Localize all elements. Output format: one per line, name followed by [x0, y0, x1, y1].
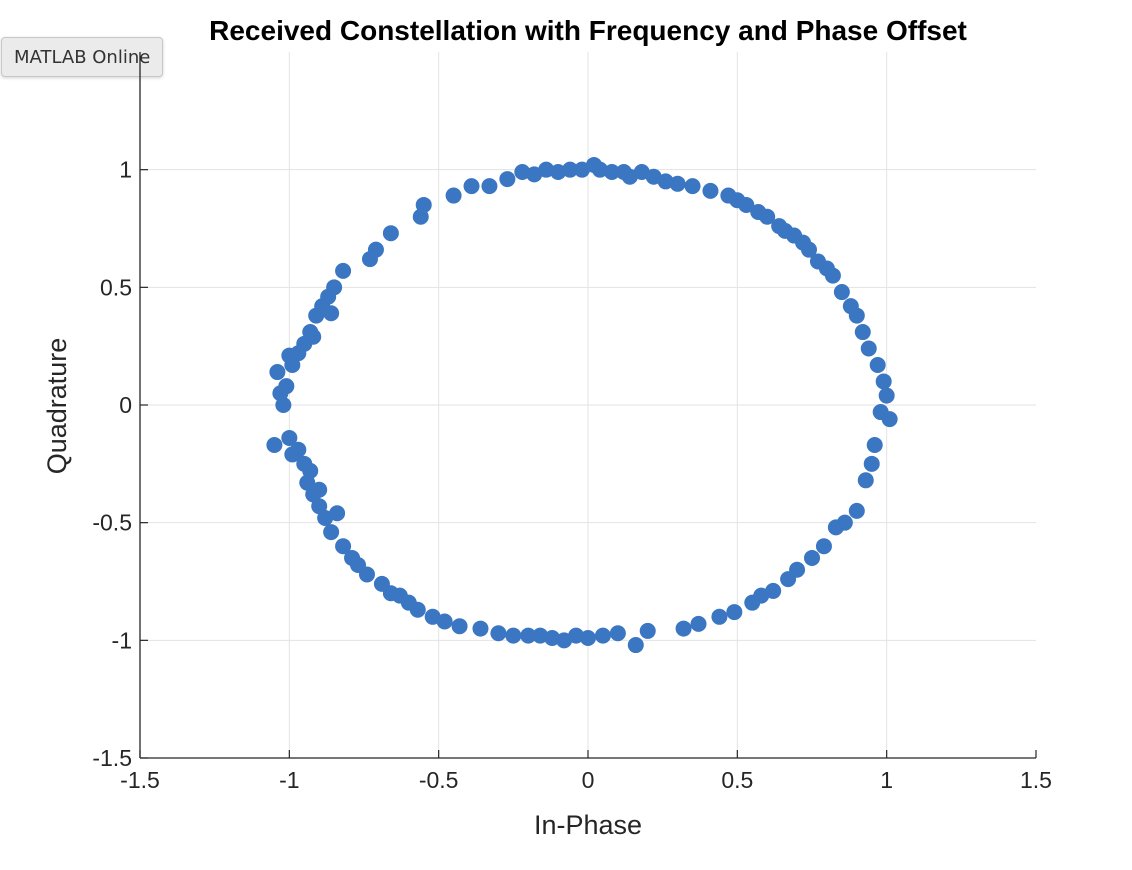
scatter-point: [639, 622, 656, 639]
scatter-point: [481, 178, 498, 195]
scatter-point: [532, 627, 549, 644]
scatter-point: [720, 187, 737, 204]
scatter-point: [302, 462, 319, 479]
scatter-point: [335, 262, 352, 279]
x-tick-label: 0.5: [721, 767, 753, 793]
scatter-point: [881, 411, 898, 428]
scatter-point: [556, 632, 573, 649]
scatter-point: [684, 178, 701, 195]
scatter-point: [281, 347, 298, 364]
scatter-point: [463, 178, 480, 195]
scatter-point: [809, 253, 826, 270]
y-tick-label: -0.5: [92, 510, 132, 536]
scatter-point: [580, 629, 596, 646]
scatter-point: [514, 164, 531, 181]
x-tick-label: -1.5: [120, 767, 160, 793]
scatter-point: [866, 437, 883, 454]
scatter-point: [878, 387, 895, 404]
scatter-point: [860, 340, 877, 357]
scatter-point: [382, 225, 399, 242]
scatter-point: [323, 524, 340, 541]
scatter-point: [875, 373, 892, 390]
scatter-point: [344, 549, 361, 566]
scatter-point: [526, 166, 543, 183]
scatter-point: [266, 437, 283, 454]
scatter-point: [780, 571, 797, 588]
x-tick-labels: -1.5 -1 -0.5 0 0.5 1 1.5: [120, 767, 1052, 793]
scatter-point: [615, 164, 632, 181]
scatter-point: [609, 625, 626, 642]
scatter-point: [627, 637, 644, 654]
scatter-point: [863, 455, 880, 472]
scatter-point: [284, 446, 301, 463]
scatter-point: [574, 161, 591, 178]
scatter-point: [827, 519, 844, 536]
y-tick-labels: -1.5 -1 -0.5 0 0.5 1: [92, 157, 132, 771]
x-axis-label: In-Phase: [534, 810, 642, 840]
scatter-point: [272, 385, 289, 402]
scatter-point: [335, 538, 352, 555]
scatter-point: [544, 629, 561, 646]
x-tick-label: 0: [582, 767, 595, 793]
scatter-point: [499, 171, 516, 188]
scatter-point: [451, 618, 468, 635]
y-tick-label: -1.5: [92, 745, 132, 771]
chart-title: Received Constellation with Frequency an…: [209, 15, 967, 46]
scatter-point: [412, 208, 429, 225]
scatter-point: [594, 627, 611, 644]
scatter-point: [323, 305, 340, 322]
scatter-point: [675, 620, 692, 637]
scatter-point: [308, 307, 325, 324]
x-tick-label: 1.5: [1020, 767, 1052, 793]
scatter-point: [771, 218, 788, 235]
scatter-point: [833, 284, 850, 301]
scatter-point: [726, 604, 743, 621]
scatter-point: [269, 364, 286, 381]
scatter-point: [702, 182, 719, 199]
scatter-point: [603, 164, 620, 181]
scatter-point: [815, 538, 832, 555]
scatter-point: [744, 594, 761, 611]
x-tick-label: -0.5: [419, 767, 459, 793]
axes: [139, 52, 1037, 759]
scatter-point: [857, 472, 874, 489]
scatter-point: [373, 575, 390, 592]
y-tick-label: -1: [112, 627, 132, 653]
scatter-point: [490, 625, 507, 642]
scatter-point: [361, 251, 378, 268]
scatter-point: [305, 328, 322, 345]
scatter-point: [505, 627, 522, 644]
y-axis-label: Quadrature: [42, 338, 72, 475]
y-tick-label: 0: [119, 392, 132, 418]
scatter-point: [848, 502, 865, 519]
scatter-point: [750, 204, 767, 221]
grid-lines: [140, 52, 1036, 758]
scatter-point: [711, 608, 728, 625]
scatter-point: [520, 627, 537, 644]
scatter-point: [281, 429, 298, 446]
scatter-point: [869, 356, 886, 373]
y-tick-label: 0.5: [100, 274, 132, 300]
scatter-point: [854, 324, 871, 341]
scatter-markers: [266, 156, 898, 654]
matlab-online-badge[interactable]: MATLAB Online: [1, 37, 164, 77]
scatter-point: [445, 187, 462, 204]
scatter-point: [424, 608, 441, 625]
x-tick-label: 1: [880, 767, 893, 793]
y-tick-label: 1: [119, 157, 132, 183]
scatter-point: [311, 481, 328, 498]
x-tick-label: -1: [279, 767, 299, 793]
scatter-point: [311, 498, 328, 515]
scatter-point: [562, 161, 579, 178]
scatter-point: [842, 298, 859, 315]
scatter-point: [329, 505, 346, 522]
scatter-point: [472, 620, 489, 637]
scatter-point: [669, 175, 686, 192]
scatter-point: [550, 164, 567, 181]
scatter-point: [690, 615, 707, 632]
scatter-point: [804, 549, 820, 566]
